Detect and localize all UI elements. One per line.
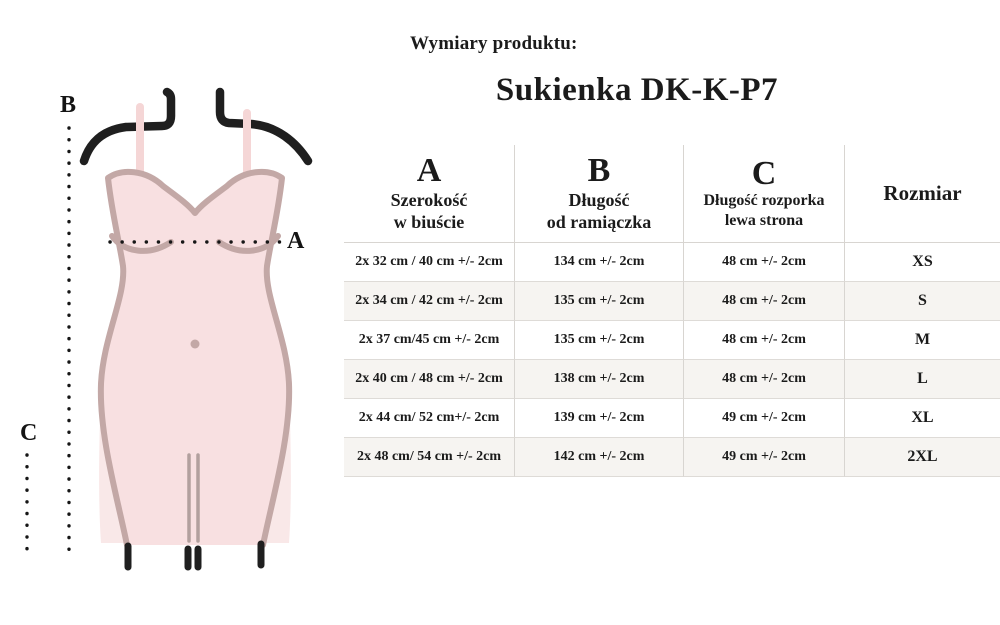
header-cell-a: A Szerokość w biuście xyxy=(344,145,515,243)
cell-slit: 48 cm +/- 2cm xyxy=(684,360,845,399)
table-row-s: 2x 34 cm / 42 cm +/- 2cm 135 cm +/- 2cm … xyxy=(344,282,1000,321)
header-cell-c: C Długość rozporka lewa strona xyxy=(684,145,845,243)
dress-illustration xyxy=(25,87,313,571)
cell-bust: 2x 37 cm/45 cm +/- 2cm xyxy=(344,321,515,360)
header-cell-size: Rozmiar xyxy=(845,145,1000,243)
shoulder-sketch-right xyxy=(215,87,313,166)
cell-bust: 2x 44 cm/ 52 cm+/- 2cm xyxy=(344,399,515,438)
table-row-l: 2x 40 cm / 48 cm +/- 2cm 138 cm +/- 2cm … xyxy=(344,360,1000,399)
cell-slit: 49 cm +/- 2cm xyxy=(684,438,845,477)
header-label-a-line2: w biuście xyxy=(393,212,465,233)
header-label-size: Rozmiar xyxy=(883,181,962,205)
cell-slit: 48 cm +/- 2cm xyxy=(684,243,845,282)
cell-length: 142 cm +/- 2cm xyxy=(515,438,684,477)
cell-slit: 48 cm +/- 2cm xyxy=(684,321,845,360)
cell-bust: 2x 40 cm / 48 cm +/- 2cm xyxy=(344,360,515,399)
header-letter-b: B xyxy=(587,152,611,190)
cup-seam-right xyxy=(216,233,281,254)
cell-size: S xyxy=(845,282,1000,321)
measure-label-c: C xyxy=(20,420,38,446)
cell-slit: 48 cm +/- 2cm xyxy=(684,282,845,321)
header-label-a-line1: Szerokość xyxy=(390,189,468,210)
header-label-c-line1: Długość rozporka xyxy=(703,192,825,210)
header-letter-c: C xyxy=(751,154,777,192)
cell-length: 135 cm +/- 2cm xyxy=(515,282,684,321)
header-label-b-line2: od ramiączka xyxy=(546,212,652,233)
size-table: A Szerokość w biuście B Długość od ramią… xyxy=(344,145,1000,477)
table-row-2xl: 2x 48 cm/ 54 cm +/- 2cm 142 cm +/- 2cm 4… xyxy=(344,438,1000,477)
cell-bust: 2x 34 cm / 42 cm +/- 2cm xyxy=(344,282,515,321)
navel-dot xyxy=(190,339,200,349)
header-letter-a: A xyxy=(416,152,442,190)
header-label-b-line1: Długość xyxy=(568,189,630,210)
header-cell-b: B Długość od ramiączka xyxy=(515,145,684,243)
table-row-xl: 2x 44 cm/ 52 cm+/- 2cm 139 cm +/- 2cm 49… xyxy=(344,399,1000,438)
table-header-row: A Szerokość w biuście B Długość od ramią… xyxy=(344,145,1000,243)
cell-length: 138 cm +/- 2cm xyxy=(515,360,684,399)
dress-outline xyxy=(97,168,293,548)
cell-bust: 2x 48 cm/ 54 cm +/- 2cm xyxy=(344,438,515,477)
header-label-c-line2: lewa strona xyxy=(724,212,804,230)
product-title: Sukienka DK-K-P7 xyxy=(495,72,779,108)
cell-length: 135 cm +/- 2cm xyxy=(515,321,684,360)
table-row-xs: 2x 32 cm / 40 cm +/- 2cm 134 cm +/- 2cm … xyxy=(344,243,1000,282)
cell-size: M xyxy=(845,321,1000,360)
page-subtitle: Wymiary produktu: xyxy=(410,33,578,54)
measure-label-b: B xyxy=(60,92,77,118)
cup-seam-left xyxy=(109,233,174,254)
table-row-m: 2x 37 cm/45 cm +/- 2cm 135 cm +/- 2cm 48… xyxy=(344,321,1000,360)
cell-bust: 2x 32 cm / 40 cm +/- 2cm xyxy=(344,243,515,282)
measure-label-a: A xyxy=(287,228,305,254)
cell-size: XL xyxy=(845,399,1000,438)
cell-size: 2XL xyxy=(845,438,1000,477)
shoulder-sketch-left xyxy=(79,87,176,166)
cell-length: 134 cm +/- 2cm xyxy=(515,243,684,282)
dress-body xyxy=(100,171,290,545)
cell-slit: 49 cm +/- 2cm xyxy=(684,399,845,438)
cell-length: 139 cm +/- 2cm xyxy=(515,399,684,438)
cell-size: L xyxy=(845,360,1000,399)
cell-size: XS xyxy=(845,243,1000,282)
